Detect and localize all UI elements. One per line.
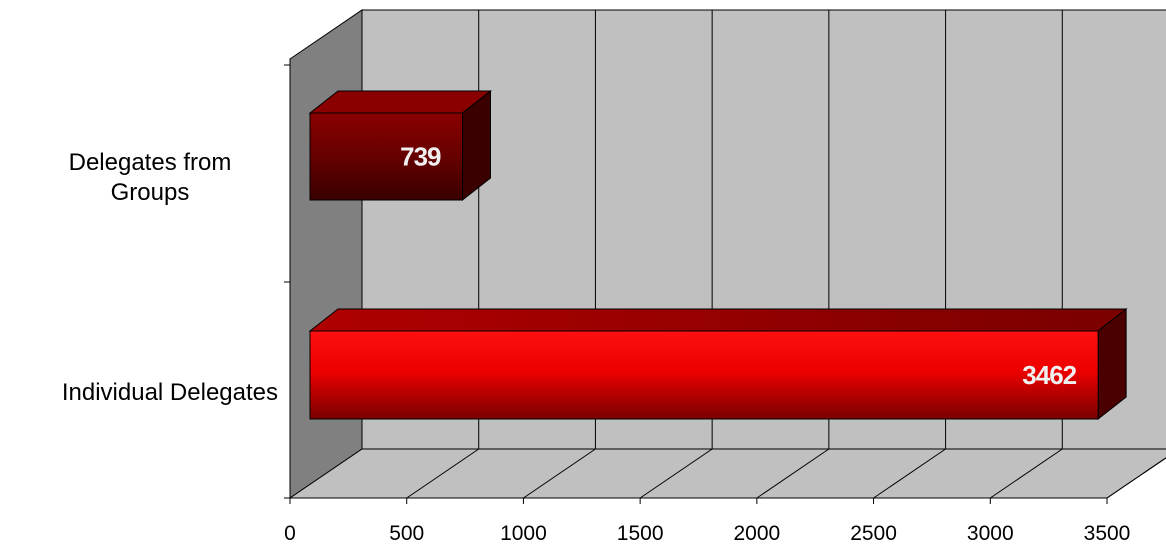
plot-walls — [288, 9, 1166, 499]
tick-label: 1000 — [500, 522, 547, 545]
gridline-floor — [406, 448, 479, 499]
data-label: 739 — [400, 142, 441, 172]
data-label: 3462 — [1022, 360, 1076, 390]
tick-label: 2500 — [850, 522, 897, 545]
bars — [308, 89, 1128, 421]
tick-label: 2000 — [733, 522, 780, 545]
category-label-line: Groups — [111, 179, 190, 206]
gridline-floor — [639, 448, 713, 499]
bar-front-face — [309, 112, 464, 201]
gridline-floor — [990, 448, 1063, 499]
tick-label: 3000 — [967, 522, 1014, 545]
gridline-floor — [1106, 457, 1166, 499]
axes — [284, 64, 1108, 504]
bar-top-face — [308, 308, 1128, 332]
bar — [308, 307, 1128, 421]
category-label-line: Delegates from — [69, 149, 232, 176]
gridline-floor — [873, 448, 946, 499]
gridline-floor — [756, 448, 830, 499]
axis-labels: 0 500 1000 1500 2000 2500 3000 3500 3462 739 Indiv… — [62, 142, 1131, 546]
floor — [288, 448, 1166, 499]
tick-label: 0 — [284, 522, 296, 545]
tick-label: 500 — [389, 522, 424, 545]
category-label-line: Individual Delegates — [62, 379, 278, 406]
bar-front-face — [309, 330, 1099, 420]
side-wall — [289, 9, 363, 499]
category-label: Delegates from Groups — [69, 149, 232, 206]
gridline-floor — [523, 448, 596, 499]
bar — [308, 89, 492, 202]
tick-label: 1500 — [617, 522, 664, 545]
bar-top-face — [308, 90, 492, 114]
category-label: Individual Delegates — [62, 379, 278, 406]
tick-label: 3500 — [1084, 522, 1131, 545]
